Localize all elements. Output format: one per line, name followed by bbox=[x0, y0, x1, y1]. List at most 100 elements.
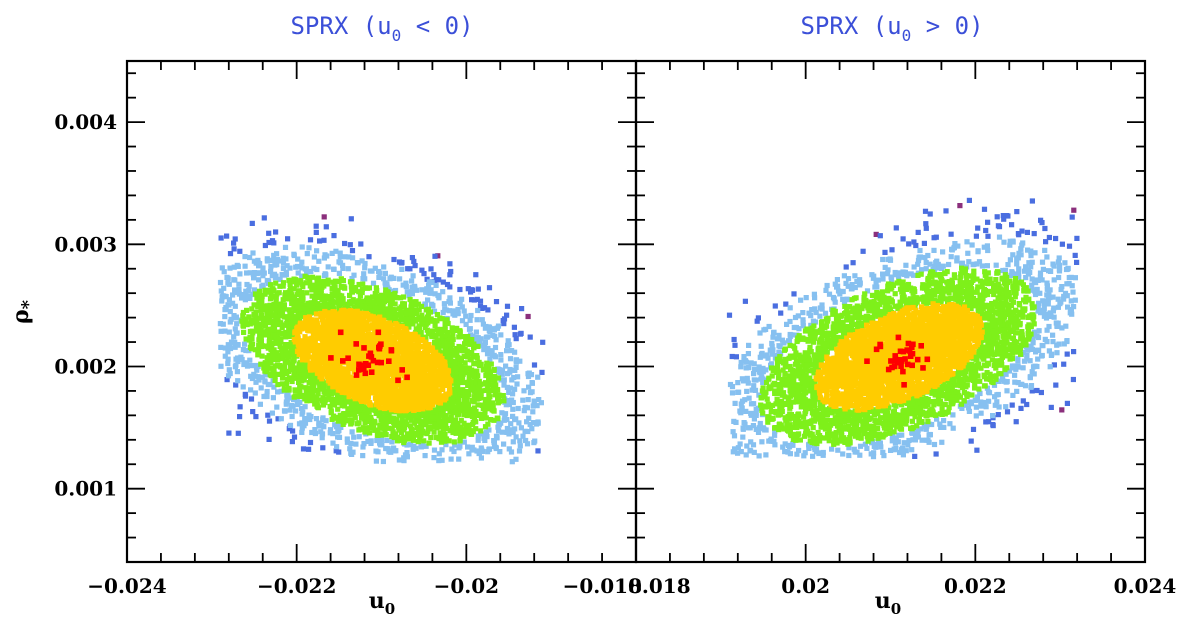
left-scatter-point bbox=[381, 276, 387, 282]
left-scatter-point bbox=[474, 396, 480, 402]
left-scatter-point bbox=[507, 398, 513, 404]
left-scatter-point bbox=[490, 400, 496, 406]
left-scatter-point bbox=[259, 374, 266, 380]
left-scatter-point bbox=[227, 370, 233, 377]
left-scatter-point bbox=[433, 434, 439, 441]
left-scatter-point bbox=[424, 351, 431, 357]
left-scatter-point bbox=[426, 364, 433, 371]
left-scatter-point bbox=[499, 410, 505, 416]
left-scatter-point bbox=[237, 248, 243, 254]
left-scatter-point bbox=[271, 287, 277, 293]
left-scatter-point bbox=[324, 367, 330, 374]
left-scatter-point bbox=[271, 384, 277, 390]
left-scatter-point bbox=[272, 377, 278, 383]
left-scatter-point bbox=[522, 428, 528, 434]
left-scatter-point bbox=[316, 294, 322, 300]
left-scatter-point bbox=[264, 393, 270, 400]
left-scatter-point bbox=[337, 296, 343, 303]
left-scatter-point bbox=[471, 361, 477, 367]
left-scatter-point bbox=[438, 423, 444, 429]
left-scatter-point bbox=[399, 317, 405, 323]
left-scatter-point bbox=[504, 303, 511, 309]
left-scatter-point bbox=[389, 319, 396, 325]
left-scatter-point bbox=[491, 327, 497, 333]
left-scatter-point bbox=[234, 369, 240, 375]
left-scatter-point bbox=[338, 284, 344, 290]
left-scatter-point bbox=[485, 406, 491, 412]
left-scatter-point bbox=[280, 265, 286, 271]
left-scatter-point bbox=[478, 428, 484, 434]
left-scatter-point bbox=[507, 385, 514, 391]
left-scatter-point bbox=[266, 355, 273, 362]
left-scatter-points bbox=[217, 214, 546, 465]
left-scatter-point bbox=[350, 400, 356, 406]
left-scatter-point bbox=[231, 334, 237, 340]
left-scatter-point bbox=[430, 407, 436, 413]
left-scatter-point bbox=[235, 355, 241, 361]
left-scatter-point bbox=[239, 292, 245, 298]
left-scatter-point bbox=[339, 293, 345, 299]
left-scatter-point bbox=[246, 288, 252, 294]
left-scatter-point bbox=[526, 415, 532, 421]
left-scatter-point bbox=[243, 317, 249, 323]
left-scatter-point bbox=[452, 417, 458, 423]
left-scatter-point bbox=[460, 345, 466, 351]
left-scatter-point bbox=[283, 332, 289, 338]
left-scatter-point bbox=[437, 359, 443, 365]
left-scatter-point bbox=[463, 336, 469, 342]
left-scatter-point bbox=[428, 266, 434, 272]
left-scatter-point bbox=[359, 286, 365, 292]
left-scatter-point bbox=[249, 335, 255, 341]
left-scatter-point bbox=[218, 288, 224, 294]
left-scatter-point bbox=[266, 418, 273, 424]
left-scatter-point bbox=[512, 332, 518, 338]
left-scatter-point bbox=[307, 416, 313, 423]
left-scatter-point bbox=[532, 438, 538, 444]
left-scatter-point bbox=[331, 413, 337, 419]
left-scatter-point bbox=[377, 301, 383, 308]
left-scatter-point bbox=[529, 426, 535, 432]
left-scatter-point bbox=[342, 240, 348, 247]
left-scatter-point bbox=[500, 393, 506, 399]
left-scatter-point bbox=[439, 340, 445, 346]
left-scatter-point bbox=[278, 302, 284, 308]
left-scatter-point bbox=[448, 414, 454, 420]
left-scatter-point bbox=[513, 434, 519, 440]
left-scatter-point bbox=[475, 286, 481, 292]
left-scatter-point bbox=[302, 420, 309, 426]
left-scatter-point bbox=[486, 427, 492, 433]
left-scatter-point bbox=[422, 302, 428, 308]
left-scatter-point bbox=[226, 302, 232, 308]
left-scatter-point bbox=[359, 289, 365, 296]
left-scatter-point bbox=[340, 262, 346, 268]
left-scatter-point bbox=[408, 426, 414, 432]
left-scatter-point bbox=[366, 254, 372, 260]
left-scatter-point bbox=[434, 326, 440, 332]
left-scatter-point bbox=[255, 374, 261, 380]
left-scatter-point bbox=[373, 458, 379, 464]
left-scatter-point bbox=[443, 307, 449, 313]
left-scatter-point bbox=[223, 294, 229, 300]
left-scatter-point bbox=[279, 330, 286, 337]
left-scatter-point bbox=[345, 266, 351, 272]
left-scatter-point bbox=[468, 431, 474, 437]
left-scatter-point bbox=[513, 359, 519, 365]
left-scatter-point bbox=[217, 321, 223, 327]
left-scatter-point bbox=[300, 366, 306, 372]
left-scatter-point bbox=[247, 321, 253, 327]
left-scatter-point bbox=[314, 394, 320, 400]
left-scatter-point bbox=[495, 387, 501, 393]
left-scatter-point bbox=[275, 371, 281, 377]
left-scatter-point bbox=[399, 416, 405, 422]
left-scatter-point bbox=[342, 285, 348, 291]
left-scatter-point bbox=[268, 305, 274, 311]
left-scatter-point bbox=[257, 401, 263, 407]
left-scatter-point bbox=[539, 369, 545, 375]
left-scatter-point bbox=[436, 435, 442, 441]
left-scatter-point bbox=[236, 281, 242, 287]
left-scatter-point bbox=[315, 330, 321, 336]
left-scatter-point bbox=[349, 248, 356, 254]
left-scatter-point bbox=[467, 341, 473, 347]
left-scatter-point bbox=[336, 434, 343, 440]
left-scatter-point bbox=[224, 233, 230, 239]
